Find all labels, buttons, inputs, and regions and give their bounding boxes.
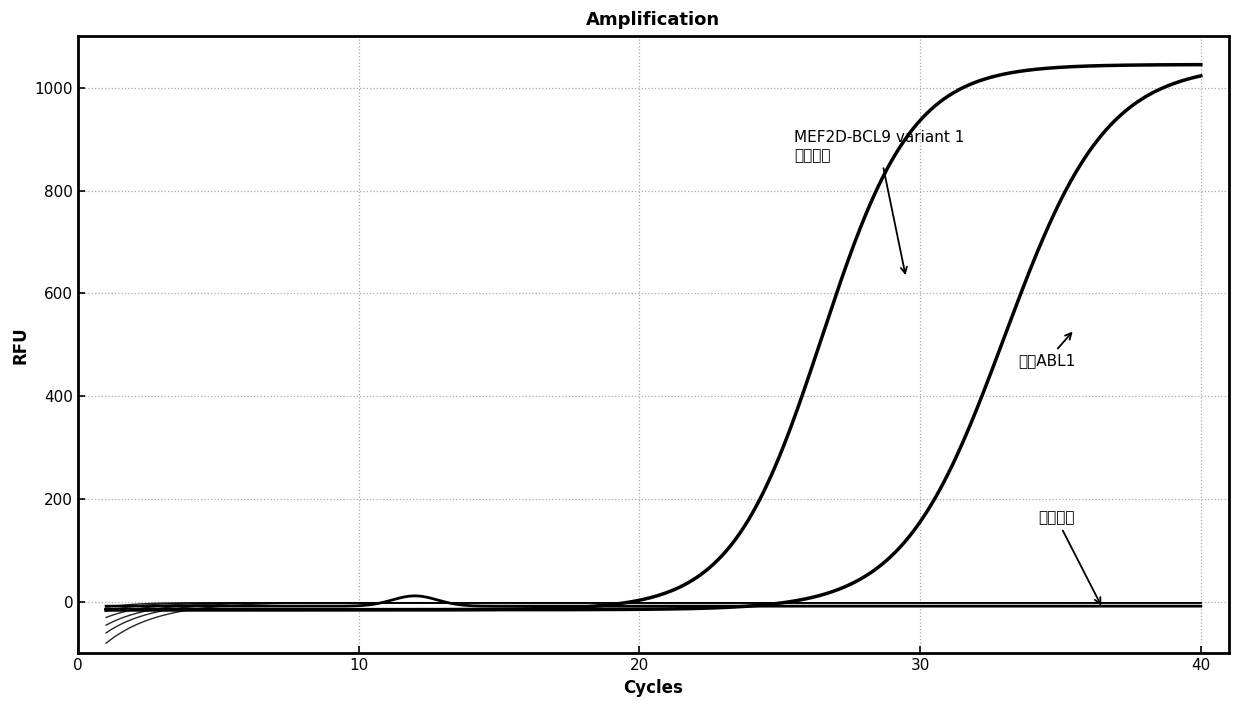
Text: 阴性对照: 阴性对照 (1038, 510, 1100, 604)
Title: Amplification: Amplification (587, 11, 720, 29)
X-axis label: Cycles: Cycles (624, 679, 683, 697)
Text: MEF2D-BCL9 variant 1
阳性对照: MEF2D-BCL9 variant 1 阳性对照 (794, 130, 965, 273)
Text: 内参ABL1: 内参ABL1 (1018, 333, 1075, 368)
Y-axis label: RFU: RFU (11, 326, 29, 364)
